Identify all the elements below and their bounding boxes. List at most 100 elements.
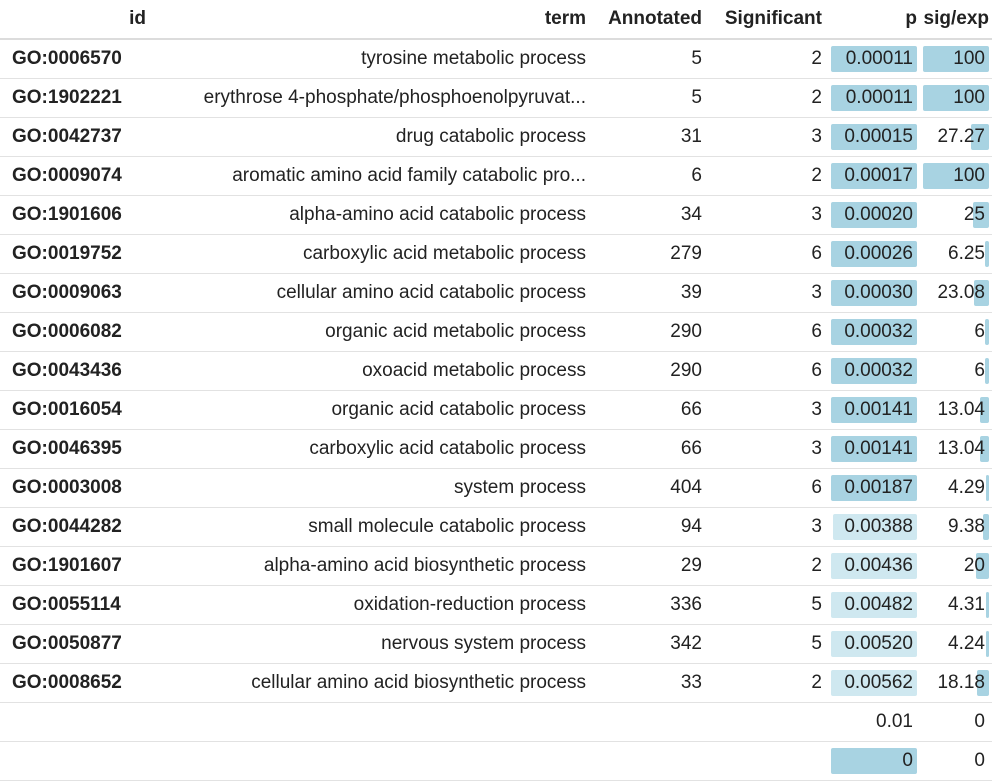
- row-p: 0.00032: [828, 351, 920, 391]
- table-row: GO:1901607 alpha-amino acid biosynthetic …: [0, 546, 992, 586]
- row-p-value: 0.00030: [844, 282, 913, 303]
- row-sigexp: 13.04: [920, 390, 992, 430]
- row-p: 0.00388: [828, 507, 920, 547]
- row-p-value: 0.00482: [844, 594, 913, 615]
- row-significant: 3: [708, 507, 828, 547]
- header-sigexp[interactable]: sig/exp: [920, 0, 992, 40]
- row-annotated: [592, 741, 708, 781]
- row-significant: 6: [708, 312, 828, 352]
- row-id: GO:0050877: [0, 624, 158, 664]
- row-significant: 3: [708, 117, 828, 157]
- row-sigexp: 4.31: [920, 585, 992, 625]
- row-id: GO:0043436: [0, 351, 158, 391]
- row-sigexp: 6.25: [920, 234, 992, 274]
- row-annotated: 34: [592, 195, 708, 235]
- row-id: GO:0009063: [0, 273, 158, 313]
- row-p-value: 0.01: [876, 711, 913, 732]
- row-term: tyrosine metabolic process: [158, 39, 592, 79]
- header-row: id term Annotated Significant p sig/exp: [0, 0, 992, 40]
- row-significant: [708, 741, 828, 781]
- row-p-bar: [832, 514, 917, 540]
- row-sigexp-bar: [980, 397, 989, 423]
- table-row: GO:0009074 aromatic amino acid family cat…: [0, 156, 992, 196]
- row-sigexp-value: 13.04: [937, 399, 985, 420]
- row-id: GO:0008652: [0, 663, 158, 703]
- table-row: GO:0050877 nervous system process 342 5 0.00…: [0, 624, 992, 664]
- row-term: organic acid metabolic process: [158, 312, 592, 352]
- row-sigexp: 100: [920, 39, 992, 79]
- row-sigexp-value: 18.18: [937, 672, 985, 693]
- row-sigexp-bar: [977, 670, 989, 696]
- row-p-bar: [831, 280, 917, 306]
- row-p-bar: [831, 319, 917, 345]
- row-sigexp-bar: [971, 124, 989, 150]
- header-term[interactable]: term: [158, 0, 592, 40]
- row-sigexp: 6: [920, 351, 992, 391]
- row-p-bar: [831, 631, 917, 657]
- row-sigexp-value: 100: [953, 87, 985, 108]
- row-sigexp: 9.38: [920, 507, 992, 547]
- row-p-value: 0.00562: [844, 672, 913, 693]
- table-row: GO:0009063 cellular amino acid catabolic …: [0, 273, 992, 313]
- row-p-bar: [831, 436, 917, 462]
- header-id[interactable]: id: [0, 0, 158, 40]
- header-annotated[interactable]: Annotated: [592, 0, 708, 40]
- row-sigexp-value: 13.04: [937, 438, 985, 459]
- row-significant: 3: [708, 195, 828, 235]
- row-p: 0.00017: [828, 156, 920, 196]
- row-id: GO:0006082: [0, 312, 158, 352]
- row-sigexp-bar: [986, 631, 989, 657]
- row-p-bar: [831, 202, 917, 228]
- row-id: GO:1902221: [0, 78, 158, 118]
- row-annotated: 66: [592, 429, 708, 469]
- row-p: 0.00141: [828, 429, 920, 469]
- table-row: GO:0019752 carboxylic acid metabolic proc…: [0, 234, 992, 274]
- row-id: [0, 702, 158, 742]
- row-annotated: 290: [592, 312, 708, 352]
- table-row: GO:1902221 erythrose 4-phosphate/phosphoe…: [0, 78, 992, 118]
- header-p[interactable]: p: [828, 0, 920, 40]
- row-significant: 2: [708, 78, 828, 118]
- row-term: small molecule catabolic process: [158, 507, 592, 547]
- row-term: oxidation-reduction process: [158, 585, 592, 625]
- table-row: GO:0006570 tyrosine metabolic process 5 2 0.…: [0, 39, 992, 79]
- row-annotated: 31: [592, 117, 708, 157]
- row-sigexp-bar: [986, 592, 989, 618]
- row-sigexp: 23.08: [920, 273, 992, 313]
- row-sigexp-bar: [985, 319, 989, 345]
- row-id: GO:1901607: [0, 546, 158, 586]
- row-id: GO:0055114: [0, 585, 158, 625]
- row-annotated: 342: [592, 624, 708, 664]
- row-term: nervous system process: [158, 624, 592, 664]
- row-term: alpha-amino acid catabolic process: [158, 195, 592, 235]
- row-p-value: 0.00520: [844, 633, 913, 654]
- row-sigexp: 13.04: [920, 429, 992, 469]
- table-row: GO:0044282 small molecule catabolic proce…: [0, 507, 992, 547]
- row-id: GO:0019752: [0, 234, 158, 274]
- row-p-value: 0.00026: [844, 243, 913, 264]
- row-sigexp-bar: [985, 358, 989, 384]
- row-significant: 3: [708, 429, 828, 469]
- row-p-value: 0.00187: [844, 477, 913, 498]
- row-p: 0.00520: [828, 624, 920, 664]
- row-p: 0.00562: [828, 663, 920, 703]
- row-term: [158, 702, 592, 742]
- row-p-value: 0.00032: [844, 360, 913, 381]
- row-p: 0.00011: [828, 78, 920, 118]
- row-sigexp-value: 4.29: [948, 477, 985, 498]
- table-row: GO:0043436 oxoacid metabolic process 290 6 0…: [0, 351, 992, 391]
- row-significant: 5: [708, 624, 828, 664]
- row-term: erythrose 4-phosphate/phosphoenolpyruvat…: [158, 78, 592, 118]
- row-annotated: 33: [592, 663, 708, 703]
- table-row: GO:1901606 alpha-amino acid catabolic pro…: [0, 195, 992, 235]
- row-p-value: 0.00011: [845, 87, 913, 108]
- row-p-value: 0.00015: [844, 126, 913, 147]
- row-sigexp: 100: [920, 78, 992, 118]
- row-p-bar: [831, 124, 917, 150]
- row-significant: 2: [708, 663, 828, 703]
- row-term: organic acid catabolic process: [158, 390, 592, 430]
- header-significant[interactable]: Significant: [708, 0, 828, 40]
- row-sigexp-value: 4.31: [948, 594, 985, 615]
